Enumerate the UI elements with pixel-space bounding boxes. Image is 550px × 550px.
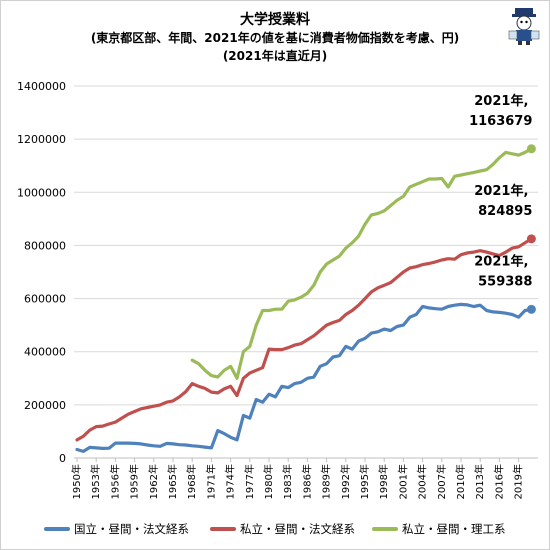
annotation-label: 2021年, [474, 183, 528, 199]
y-tick-label: 600000 [24, 293, 66, 306]
x-tick-label: 1950年 [70, 464, 83, 499]
x-tick-label: 2016年 [492, 464, 505, 499]
y-tick-label: 400000 [24, 346, 66, 359]
x-tick-label: 1953年 [89, 464, 102, 499]
x-tick-label: 1983年 [281, 464, 294, 499]
x-tick-label: 1986年 [300, 464, 313, 499]
series-endpoint [526, 234, 536, 244]
legend-swatch [372, 527, 398, 531]
annotation-label: 2021年, [474, 93, 528, 109]
annotation-label: 2021年, [474, 253, 528, 269]
legend: 国立・昼間・法文経系 私立・昼間・法文経系 私立・昼間・理工系 [0, 518, 550, 540]
x-axis-ticks: 1950年 1953年 1956年 1959年 1962年 1965年 1968年 1971年… [70, 458, 525, 499]
series-endpoint [526, 144, 536, 154]
series-line [75, 237, 533, 442]
y-tick-label: 1000000 [17, 186, 66, 199]
series-line [190, 147, 533, 380]
x-tick-label: 1989年 [320, 464, 333, 499]
annotation-value: 559388 [478, 274, 532, 289]
annotation-value: 824895 [478, 204, 532, 219]
y-tick-label: 1200000 [17, 133, 66, 146]
gridlines [74, 85, 538, 406]
x-tick-label: 1980年 [262, 464, 275, 499]
y-tick-label: 0 [59, 452, 66, 465]
legend-swatch [210, 527, 236, 531]
annotation-value: 1163679 [469, 114, 532, 129]
x-tick-label: 2004年 [416, 464, 429, 499]
x-tick-label: 1995年 [358, 464, 371, 499]
legend-item-private-humanities: 私立・昼間・法文経系 [210, 518, 355, 540]
y-tick-label: 200000 [24, 399, 66, 412]
legend-item-national: 国立・昼間・法文経系 [44, 518, 189, 540]
legend-item-private-science: 私立・昼間・理工系 [372, 518, 506, 540]
x-tick-label: 1971年 [204, 464, 217, 499]
series-line [75, 302, 533, 453]
x-tick-label: 1968年 [185, 464, 198, 499]
series-lines [75, 144, 536, 453]
mascot-logo [508, 8, 540, 45]
x-tick-label: 1992年 [339, 464, 352, 499]
x-tick-label: 1959年 [128, 464, 141, 499]
x-tick-label: 1977年 [243, 464, 256, 499]
x-tick-label: 1998年 [377, 464, 390, 499]
x-tick-label: 2010年 [454, 464, 467, 499]
chart-subtitle: (東京都区部、年間、2021年の値を基に消費者物価指数を考慮、円) [90, 31, 460, 45]
series-endpoint [526, 304, 536, 314]
x-tick-label: 2001年 [396, 464, 409, 499]
y-tick-label: 800000 [24, 239, 66, 252]
legend-label: 私立・昼間・法文経系 [240, 522, 355, 536]
legend-label: 国立・昼間・法文経系 [74, 522, 189, 536]
x-tick-label: 1962年 [147, 464, 160, 499]
x-tick-label: 1974年 [224, 464, 237, 499]
x-tick-label: 2019年 [512, 464, 525, 499]
x-tick-label: 1956年 [108, 464, 121, 499]
annotations: 2021年, 1163679 2021年, 824895 2021年, 559388 [469, 93, 532, 290]
legend-label: 私立・昼間・理工系 [402, 522, 506, 536]
y-tick-label: 1400000 [17, 80, 66, 93]
chart-note: (2021年は直近月) [222, 49, 328, 63]
y-axis-ticks: 0 200000 400000 600000 800000 1000000 1200000 1… [17, 80, 66, 465]
legend-swatch [44, 527, 70, 531]
x-tick-label: 2013年 [473, 464, 486, 499]
x-tick-label: 2007年 [435, 464, 448, 499]
chart-title: 大学授業料 [240, 12, 310, 28]
x-tick-label: 1965年 [166, 464, 179, 499]
